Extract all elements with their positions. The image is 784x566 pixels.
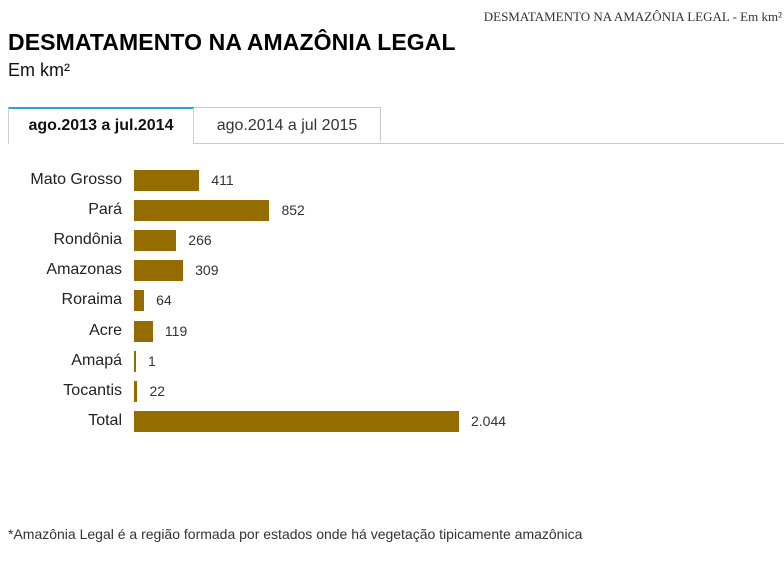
value-label: 309 [195, 262, 219, 279]
bar-row: Total 2.044 [0, 406, 784, 436]
bar [134, 410, 459, 432]
top-caption: DESMATAMENTO NA AMAZÔNIA LEGAL - Em km² [483, 9, 782, 24]
bar-row: Pará 852 [0, 195, 784, 225]
period-tabs: ago.2013 a jul.2014 ago.2014 a jul 2015 [8, 107, 784, 144]
bar-row: Roraima 64 [0, 285, 784, 315]
bar [134, 380, 138, 402]
value-label: 266 [188, 232, 212, 249]
tab-2013-2014[interactable]: ago.2013 a jul.2014 [8, 107, 194, 144]
bar [134, 350, 136, 372]
value-label: 411 [211, 172, 234, 188]
bar-row: Tocantis 22 [0, 376, 784, 406]
bar-row: Amapá 1 [0, 346, 784, 376]
bar-chart: Mato Grosso 411 Pará 852 Rondônia 266 Amazonas… [0, 165, 784, 455]
value-label: 64 [156, 292, 172, 309]
value-label: 2.044 [471, 412, 507, 429]
category-label: Mato Grosso [30, 171, 122, 188]
bar [134, 200, 270, 222]
bar [134, 260, 184, 282]
bar [134, 230, 177, 252]
value-label: 852 [281, 202, 305, 219]
category-label: Tocantis [63, 381, 122, 399]
page-subtitle: Em km² [8, 60, 70, 80]
value-label: 22 [149, 382, 166, 399]
value-label: 119 [164, 322, 188, 339]
bar-row: Mato Grosso 411 [0, 165, 784, 195]
bar-row: Amazonas 309 [0, 255, 784, 285]
category-label: Amapá [71, 351, 122, 369]
category-label: Pará [88, 201, 122, 219]
category-label: Rondônia [53, 231, 123, 249]
bar-row: Acre 119 [0, 316, 784, 346]
category-label: Roraima [61, 291, 122, 309]
bar [134, 320, 153, 342]
bar-row: Rondônia 266 [0, 225, 784, 255]
bar [134, 170, 200, 191]
page-title: DESMATAMENTO NA AMAZÔNIA LEGAL [8, 29, 456, 55]
category-label: Acre [89, 321, 122, 339]
category-label: Total [88, 411, 122, 429]
value-label: 1 [148, 352, 156, 369]
footnote: *Amazônia Legal é a região formada por e… [8, 526, 583, 542]
tab-2014-2015[interactable]: ago.2014 a jul 2015 [194, 107, 381, 142]
bar [134, 290, 145, 312]
category-label: Amazonas [46, 261, 122, 279]
